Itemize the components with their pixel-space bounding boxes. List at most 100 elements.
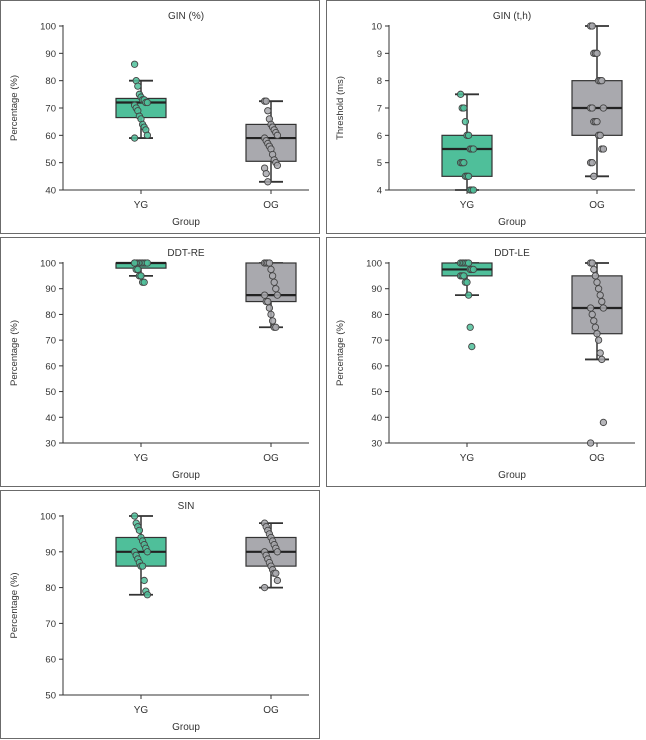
data-point-yg <box>143 548 152 556</box>
data-point-og <box>586 439 595 447</box>
y-tick-label: 100 <box>40 259 56 270</box>
x-tick-label-yg: YG <box>134 200 149 211</box>
data-point-yg <box>143 259 152 267</box>
y-tick-label: 70 <box>45 104 56 115</box>
data-point-og <box>594 336 603 344</box>
y-tick-label: 10 <box>371 22 382 33</box>
data-point-og <box>273 291 282 299</box>
data-point-og <box>267 265 275 274</box>
data-point-og <box>265 304 274 312</box>
y-tick-label: 90 <box>45 284 56 295</box>
data-point-yg <box>463 278 471 286</box>
x-tick-label-og: OG <box>263 453 279 464</box>
y-tick-label: 30 <box>45 439 56 450</box>
box-yg <box>441 134 493 177</box>
data-point-og <box>593 278 601 286</box>
data-point-yg <box>134 265 142 274</box>
data-point-yg <box>456 90 465 98</box>
data-point-og <box>596 349 604 357</box>
data-point-og <box>265 259 274 267</box>
data-point-og <box>593 330 601 338</box>
data-point-yg <box>130 512 139 520</box>
chart-title: SIN <box>178 501 195 512</box>
data-point-og <box>593 118 601 126</box>
y-tick-label: 30 <box>371 439 382 450</box>
data-point-og <box>268 317 277 325</box>
chart-title: DDT-LE <box>494 248 530 259</box>
chart-ddt-le: DDT-LE 30 40 50 60 70 80 90 100 Percentage (%) Gro… <box>335 248 635 481</box>
data-point-og <box>260 583 269 592</box>
x-axis-label: Group <box>498 470 526 481</box>
data-point-og <box>591 272 600 280</box>
chart-title: GIN (t,h) <box>493 11 531 22</box>
data-point-og <box>262 169 270 178</box>
data-point-og <box>264 297 272 306</box>
y-tick-label: 5 <box>377 158 382 169</box>
chart-title: GIN (%) <box>168 11 204 22</box>
chart-ddt-re: DDT-RE 30 40 50 60 70 80 90 100 Percentage (%) Gro… <box>9 248 309 481</box>
y-tick-label: 50 <box>45 691 56 702</box>
data-point-og <box>272 323 280 331</box>
data-point-og <box>273 548 282 556</box>
data-point-yg <box>138 562 147 570</box>
x-tick-label-og: OG <box>589 453 605 464</box>
y-tick-label: 80 <box>45 583 56 594</box>
x-axis-label: Group <box>498 217 526 228</box>
data-point-yg <box>468 342 476 351</box>
x-tick-label-og: OG <box>263 705 279 716</box>
data-point-og <box>599 304 608 312</box>
y-axis-label: Percentage (%) <box>9 572 20 638</box>
data-point-og <box>586 304 595 312</box>
data-point-yg <box>461 118 470 126</box>
y-tick-label: 70 <box>371 336 382 347</box>
chart-panel-sin: SIN 50 60 70 80 90 100 Percentage (%) Group YG OG <box>0 490 320 739</box>
x-axis-label: Group <box>172 722 200 733</box>
data-point-og <box>588 22 596 30</box>
data-point-og <box>588 259 596 267</box>
y-tick-label: 80 <box>45 76 56 87</box>
data-point-yg <box>469 265 478 274</box>
data-point-og <box>264 107 272 115</box>
chart-gin-percent: GIN (%) 40 50 60 70 80 90 100 Percentage (%) Grou… <box>9 11 309 228</box>
data-point-og <box>598 77 606 85</box>
y-tick-label: 60 <box>45 131 56 142</box>
y-tick-label: 60 <box>45 361 56 372</box>
chart-title: DDT-RE <box>167 248 205 259</box>
y-tick-label: 4 <box>377 186 382 197</box>
y-tick-label: 40 <box>45 186 56 197</box>
x-axis-label: Group <box>172 217 200 228</box>
x-axis-label: Group <box>172 470 200 481</box>
data-point-og <box>262 97 270 105</box>
chart-gin-threshold: GIN (t,h) 4 5 6 7 8 9 10 Threshold (ms) Group YG OG <box>335 11 635 228</box>
data-point-og <box>598 355 606 364</box>
data-point-og <box>599 418 608 427</box>
data-point-og <box>272 285 280 293</box>
data-point-yg <box>134 82 142 90</box>
data-point-og <box>268 272 277 280</box>
y-tick-label: 80 <box>45 310 56 321</box>
data-point-og <box>590 317 598 325</box>
y-tick-label: 40 <box>371 413 382 424</box>
data-point-og <box>273 576 282 585</box>
y-tick-label: 9 <box>377 49 382 60</box>
data-point-og <box>273 131 282 139</box>
y-tick-label: 70 <box>45 336 56 347</box>
data-point-yg <box>464 259 473 267</box>
x-tick-label-og: OG <box>589 200 605 211</box>
data-point-og <box>599 104 608 112</box>
data-point-og <box>596 291 604 299</box>
data-point-og <box>599 145 608 153</box>
chart-panel-gin-threshold: GIN (t,h) 4 5 6 7 8 9 10 Threshold (ms) Group YG OG <box>326 0 646 234</box>
data-point-yg <box>469 186 478 194</box>
x-tick-label-yg: YG <box>460 200 475 211</box>
y-tick-label: 100 <box>366 259 382 270</box>
y-tick-label: 60 <box>371 361 382 372</box>
data-point-yg <box>460 104 468 112</box>
data-point-yg <box>464 172 473 180</box>
chart-panel-ddt-le: DDT-LE 30 40 50 60 70 80 90 100 Percentage (%) Gro… <box>326 237 646 487</box>
x-tick-label-yg: YG <box>134 705 149 716</box>
y-tick-label: 100 <box>40 22 56 33</box>
y-tick-label: 50 <box>45 158 56 169</box>
data-point-og <box>590 172 598 180</box>
data-point-og <box>264 178 272 186</box>
